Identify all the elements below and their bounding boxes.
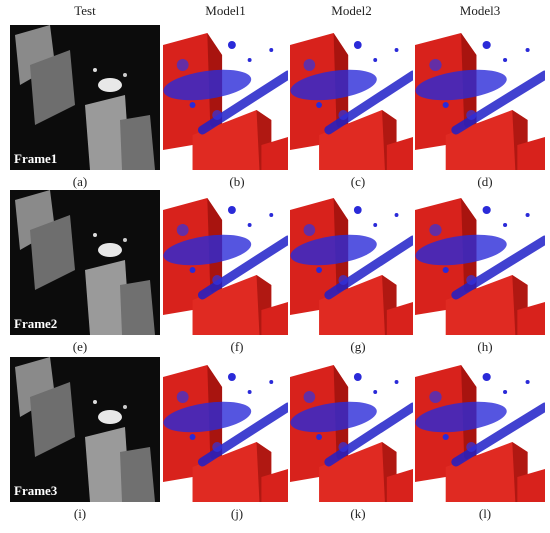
panel-caption: (c)	[351, 174, 365, 189]
panel-caption: (i)	[74, 506, 86, 521]
test-image	[10, 190, 160, 335]
model-image	[289, 190, 413, 335]
test-image	[10, 357, 160, 502]
panel-caption: (g)	[350, 339, 365, 354]
panel-caption: (h)	[477, 339, 492, 354]
model-image	[413, 190, 545, 335]
model-image	[413, 357, 545, 502]
panel-caption: (k)	[350, 506, 365, 521]
model-image	[162, 25, 288, 170]
test-image	[10, 25, 160, 170]
panel-caption: (d)	[477, 174, 492, 189]
panel-caption: (f)	[231, 339, 244, 354]
panel-caption: (e)	[73, 339, 87, 354]
column-header: Model3	[460, 3, 500, 18]
panel-caption: (l)	[479, 506, 491, 521]
model-image	[162, 190, 288, 335]
model-image	[289, 25, 413, 170]
column-header: Model1	[205, 3, 245, 18]
frame-label: Frame1	[14, 151, 57, 166]
model-image	[413, 25, 545, 170]
frame-label: Frame3	[14, 483, 58, 498]
frame-label: Frame2	[14, 316, 57, 331]
model-image	[289, 357, 413, 502]
panel-caption: (j)	[231, 506, 243, 521]
panel-caption: (b)	[229, 174, 244, 189]
model-image	[162, 357, 288, 502]
column-header: Model2	[331, 3, 371, 18]
panel-caption: (a)	[73, 174, 87, 189]
column-header: Test	[74, 3, 96, 18]
